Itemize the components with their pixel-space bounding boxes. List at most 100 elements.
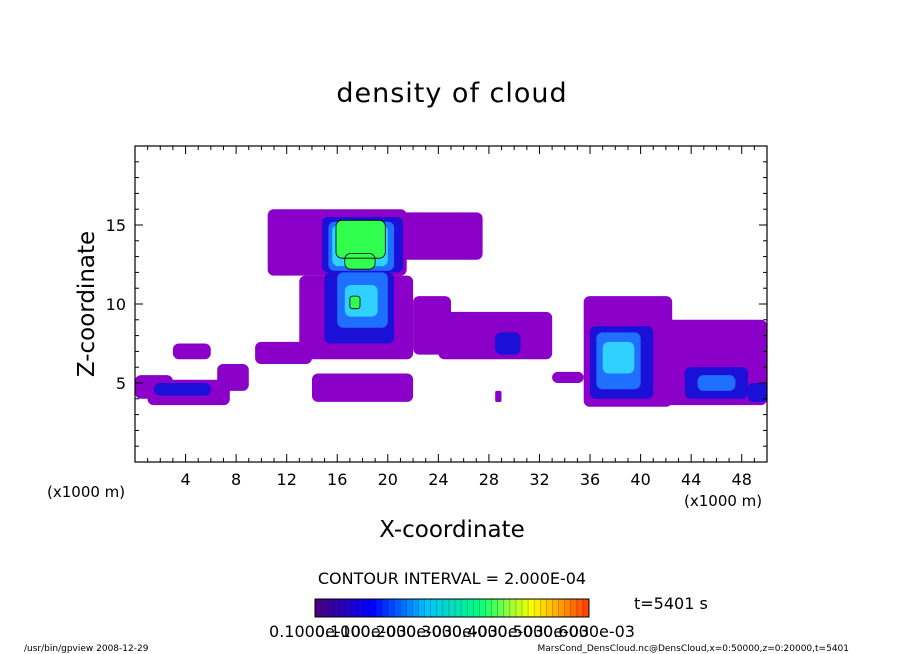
y-tick-label: 5 <box>116 374 126 393</box>
x-tick-label: 40 <box>630 470 650 489</box>
footer-right: MarsCond_DensCloud.nc@DensCloud,x=0:5000… <box>538 644 850 654</box>
chart-title: density of cloud <box>336 78 567 109</box>
colorbar-swatch <box>522 599 529 617</box>
y-tick-label: 15 <box>106 216 126 235</box>
colorbar-tick-label: 0.3000e-03 <box>406 622 498 641</box>
colorbar-swatch <box>467 599 474 617</box>
x-unit-label: (x1000 m) <box>684 492 762 510</box>
colorbar-swatch <box>436 599 444 617</box>
colorbar-tick-label: 0.4000e-03 <box>452 622 544 641</box>
colorbar <box>314 599 590 617</box>
footer-left: /usr/bin/gpview 2008-12-29 <box>24 644 149 654</box>
cloud-cell-level-3 <box>697 375 736 391</box>
y-tick-labels: 5 10 15 <box>106 216 126 393</box>
colorbar-swatch <box>339 599 346 617</box>
colorbar-swatch <box>315 599 322 617</box>
x-tick-label: 24 <box>428 470 448 489</box>
colorbar-swatch <box>485 599 492 617</box>
colorbar-swatch <box>418 599 425 617</box>
colorbar-swatch <box>375 599 383 617</box>
colorbar-swatch <box>576 599 584 617</box>
cloud-cell-level-4 <box>602 341 635 374</box>
colorbar-swatch <box>479 599 486 617</box>
contour-line <box>335 219 386 259</box>
cloud-cell-level-2 <box>154 383 211 396</box>
colorbar-swatch <box>534 599 541 617</box>
cloud-cell-level-5 <box>349 296 360 309</box>
colorbar-tick-label: 0.6000e-03 <box>543 622 635 641</box>
contour-line <box>349 295 361 310</box>
contour-lines <box>335 219 386 310</box>
colorbar-swatch <box>448 599 456 617</box>
x-axis-title: X-coordinate <box>379 517 525 543</box>
x-tick-label: 48 <box>732 470 752 489</box>
colorbar-swatch <box>455 599 462 617</box>
cloud-cell-level-1 <box>312 373 414 402</box>
y-tick-label: 10 <box>106 295 126 314</box>
cloud-cell-level-5 <box>336 220 386 259</box>
colorbar-swatch <box>582 599 590 617</box>
y-unit-label: (x1000 m) <box>47 483 125 501</box>
axis-ticks <box>135 146 767 462</box>
colorbar-tick-label: 0.1000e-03 <box>315 622 407 641</box>
x-tick-label: 32 <box>529 470 549 489</box>
cloud-cell-level-2 <box>495 332 521 355</box>
colorbar-swatch <box>552 599 559 617</box>
x-tick-label: 36 <box>580 470 600 489</box>
colorbar-swatch <box>400 599 407 617</box>
colorbar-swatch <box>515 599 523 617</box>
cloud-cell-level-2 <box>748 383 767 402</box>
x-tick-label: 16 <box>327 470 347 489</box>
colorbar-swatch <box>546 599 553 617</box>
x-tick-label: 4 <box>181 470 191 489</box>
colorbar-swatch <box>412 599 419 617</box>
y-axis-title: Z-coordinate <box>74 231 100 377</box>
colorbar-swatch <box>388 599 395 617</box>
x-tick-label: 20 <box>378 470 398 489</box>
time-label: t=5401 s <box>634 594 708 613</box>
cloud-cell-level-1 <box>172 343 211 360</box>
contour-line <box>344 252 376 270</box>
colorbar-swatch <box>461 599 468 617</box>
colorbar-swatch <box>333 599 340 617</box>
colorbar-swatch <box>327 599 334 617</box>
colorbar-swatch <box>363 599 371 617</box>
colorbar-swatch <box>558 599 566 617</box>
cloud-cell-level-1 <box>400 212 483 260</box>
colorbar-swatch <box>442 599 450 617</box>
colorbar-swatch <box>394 599 401 617</box>
colorbar-swatch <box>321 599 328 617</box>
cloud-cell-level-5 <box>344 253 376 270</box>
colorbar-swatch <box>503 599 511 617</box>
colorbar-swatch <box>564 599 572 617</box>
colorbar-swatch <box>345 599 352 617</box>
colorbar-swatch <box>497 599 505 617</box>
colorbar-swatch <box>381 599 389 617</box>
cloud-cell-level-1 <box>495 390 502 402</box>
colorbar-swatch <box>351 599 359 617</box>
colorbar-swatch <box>357 599 365 617</box>
contour-interval-label: CONTOUR INTERVAL = 2.000E-04 <box>318 569 586 588</box>
colorbar-swatch <box>430 599 438 617</box>
cloud-cell-level-1 <box>217 364 249 391</box>
cloud-cell-level-1 <box>438 311 553 360</box>
x-tick-label: 44 <box>681 470 701 489</box>
density-field <box>135 209 767 407</box>
colorbar-tick-label: 0.5000e-03 <box>497 622 589 641</box>
cloud-cell-level-1 <box>255 341 312 364</box>
cloud-cell-level-1 <box>552 371 584 383</box>
colorbar-tick-label: 0.1000e-10 <box>269 622 361 641</box>
colorbar-swatch <box>369 599 377 617</box>
colorbar-swatch <box>424 599 432 617</box>
colorbar-tick-label: 0.2000e-03 <box>360 622 452 641</box>
x-tick-label: 28 <box>479 470 499 489</box>
colorbar-labels: 0.1000e-100.1000e-030.2000e-030.3000e-03… <box>269 622 635 641</box>
colorbar-swatch <box>473 599 480 617</box>
colorbar-swatch <box>540 599 547 617</box>
colorbar-swatch <box>509 599 517 617</box>
x-tick-label: 8 <box>231 470 241 489</box>
x-tick-label: 12 <box>277 470 297 489</box>
colorbar-frame <box>314 598 590 618</box>
